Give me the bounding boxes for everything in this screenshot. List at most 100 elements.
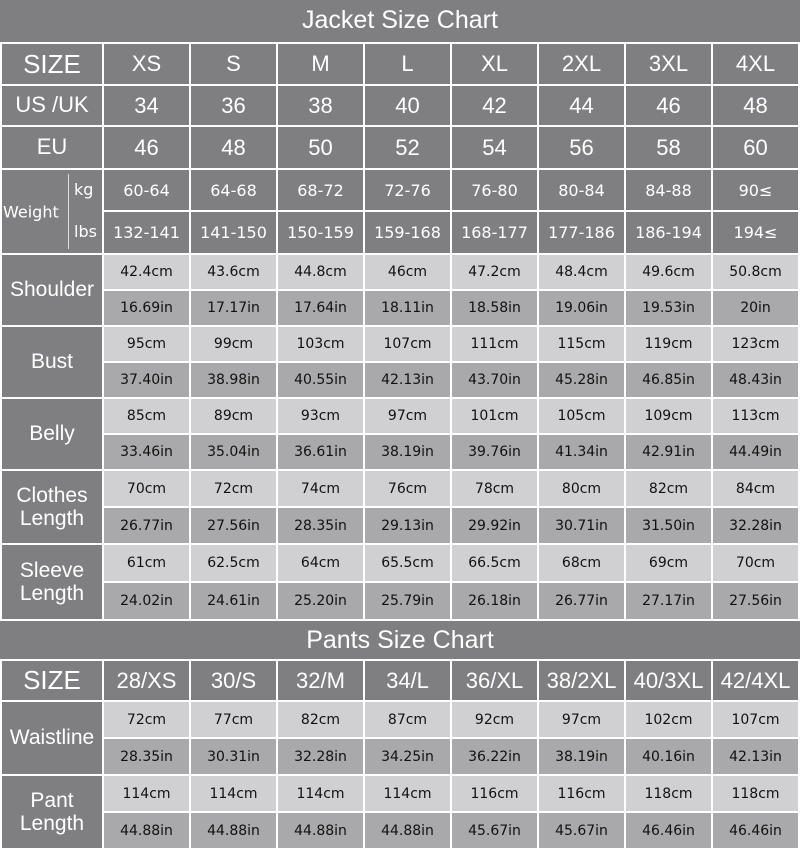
measure-label: Bust bbox=[2, 327, 102, 397]
cm-value: 114cm bbox=[191, 776, 276, 811]
size-label: SIZE bbox=[2, 661, 102, 700]
cm-value: 61cm bbox=[104, 545, 189, 581]
table-row: Pant Length 114cm 114cm 114cm 114cm 116cm 116c… bbox=[2, 776, 798, 848]
inch-value: 46.46in bbox=[713, 813, 798, 848]
cm-value: 80cm bbox=[539, 471, 624, 506]
inch-value: 26.18in bbox=[452, 583, 537, 619]
cm-value: 70cm bbox=[104, 471, 189, 506]
weight-lbs-value: 141-150 bbox=[191, 212, 276, 253]
weight-kg-value: 60-64 bbox=[104, 170, 189, 210]
eu-value: 58 bbox=[626, 127, 711, 168]
cm-value: 72cm bbox=[191, 471, 276, 506]
eu-value: 52 bbox=[365, 127, 450, 168]
weight-lbs-value: 186-194 bbox=[626, 212, 711, 253]
cm-value: 78cm bbox=[452, 471, 537, 506]
cm-value: 97cm bbox=[539, 702, 624, 737]
table-row: Waistline 72cm 77cm 82cm 87cm 92cm 97cm 102cm 10… bbox=[2, 702, 798, 774]
size-header: 38/2XL bbox=[539, 661, 624, 700]
inch-value: 32.28in bbox=[713, 508, 798, 543]
cm-value: 72cm bbox=[104, 702, 189, 737]
cm-value: 99cm bbox=[191, 327, 276, 361]
cm-value: 123cm bbox=[713, 327, 798, 361]
inch-value: 24.61in bbox=[191, 583, 276, 619]
cm-value: 105cm bbox=[539, 399, 624, 433]
table-row: SIZE 28/XS 30/S 32/M 34/L 36/XL 38/2XL 40/3XL 42… bbox=[2, 661, 798, 700]
cm-value: 85cm bbox=[104, 399, 189, 433]
inch-value: 38.19in bbox=[365, 435, 450, 469]
size-header: 2XL bbox=[539, 44, 624, 84]
size-header: 34/L bbox=[365, 661, 450, 700]
inch-value: 35.04in bbox=[191, 435, 276, 469]
cm-value: 43.6cm bbox=[191, 255, 276, 289]
cm-value: 82cm bbox=[278, 702, 363, 737]
inch-value: 19.06in bbox=[539, 291, 624, 325]
size-header: 4XL bbox=[713, 44, 798, 84]
cm-value: 101cm bbox=[452, 399, 537, 433]
inch-value: 48.43in bbox=[713, 363, 798, 397]
inch-value: 27.17in bbox=[626, 583, 711, 619]
size-header: XL bbox=[452, 44, 537, 84]
table-row: 132-141 141-150 150-159 159-168 168-177 177-1… bbox=[2, 212, 798, 253]
size-header: 3XL bbox=[626, 44, 711, 84]
size-header: S bbox=[191, 44, 276, 84]
inch-value: 33.46in bbox=[104, 435, 189, 469]
inch-value: 45.67in bbox=[452, 813, 537, 848]
measure-label: Clothes Length bbox=[2, 471, 102, 543]
inch-value: 30.71in bbox=[539, 508, 624, 543]
table-row: Weight kg lbs 60-64 64-68 68-72 72-76 76-80 80-8… bbox=[2, 170, 798, 253]
inch-value: 46.46in bbox=[626, 813, 711, 848]
inch-value: 18.58in bbox=[452, 291, 537, 325]
us-uk-value: 38 bbox=[278, 86, 363, 125]
inch-value: 37.40in bbox=[104, 363, 189, 397]
size-label: SIZE bbox=[2, 44, 102, 84]
size-header: XS bbox=[104, 44, 189, 84]
table-row: Sleeve Length 61cm 62.5cm 64cm 65.5cm 66.5cm 6… bbox=[2, 545, 798, 619]
table-row: 28.35in 30.31in 32.28in 34.25in 36.22in 38.19… bbox=[2, 739, 798, 774]
cm-value: 114cm bbox=[365, 776, 450, 811]
cm-value: 82cm bbox=[626, 471, 711, 506]
inch-value: 38.98in bbox=[191, 363, 276, 397]
table-row: Bust 95cm 99cm 103cm 107cm 111cm 115cm 119cm 123… bbox=[2, 327, 798, 397]
size-header: 30/S bbox=[191, 661, 276, 700]
inch-value: 34.25in bbox=[365, 739, 450, 774]
cm-value: 107cm bbox=[713, 702, 798, 737]
inch-value: 27.56in bbox=[713, 583, 798, 619]
inch-value: 25.79in bbox=[365, 583, 450, 619]
inch-value: 31.50in bbox=[626, 508, 711, 543]
weight-lbs-value: 168-177 bbox=[452, 212, 537, 253]
table-row: 26.77in 27.56in 28.35in 29.13in 29.92in 30.71… bbox=[2, 508, 798, 543]
inch-value: 43.70in bbox=[452, 363, 537, 397]
inch-value: 45.28in bbox=[539, 363, 624, 397]
inch-value: 24.02in bbox=[104, 583, 189, 619]
cm-value: 103cm bbox=[278, 327, 363, 361]
measure-label: Shoulder bbox=[2, 255, 102, 325]
cm-value: 102cm bbox=[626, 702, 711, 737]
kg-label: kg bbox=[74, 180, 94, 199]
eu-value: 50 bbox=[278, 127, 363, 168]
cm-value: 114cm bbox=[278, 776, 363, 811]
cm-value: 87cm bbox=[365, 702, 450, 737]
inch-value: 30.31in bbox=[191, 739, 276, 774]
inch-value: 36.22in bbox=[452, 739, 537, 774]
inch-value: 45.67in bbox=[539, 813, 624, 848]
measure-label: Sleeve Length bbox=[2, 545, 102, 619]
table-row: 16.69in 17.17in 17.64in 18.11in 18.58in 19.06… bbox=[2, 291, 798, 325]
table-row: 44.88in 44.88in 44.88in 44.88in 45.67in 45.67… bbox=[2, 813, 798, 848]
table-row: Clothes Length 70cm 72cm 74cm 76cm 78cm 80cm 82… bbox=[2, 471, 798, 543]
inch-value: 26.77in bbox=[539, 583, 624, 619]
cm-value: 47.2cm bbox=[452, 255, 537, 289]
cm-value: 84cm bbox=[713, 471, 798, 506]
inch-value: 25.20in bbox=[278, 583, 363, 619]
cm-value: 115cm bbox=[539, 327, 624, 361]
table-row: Shoulder 42.4cm 43.6cm 44.8cm 46cm 47.2cm 48.4… bbox=[2, 255, 798, 325]
cm-value: 49.6cm bbox=[626, 255, 711, 289]
pants-size-table: SIZE 28/XS 30/S 32/M 34/L 36/XL 38/2XL 40/3XL 42… bbox=[0, 659, 800, 850]
us-uk-value: 36 bbox=[191, 86, 276, 125]
inch-value: 44.88in bbox=[104, 813, 189, 848]
cm-value: 70cm bbox=[713, 545, 798, 581]
eu-value: 46 bbox=[104, 127, 189, 168]
weight-lbs-value: 132-141 bbox=[104, 212, 189, 253]
inch-value: 27.56in bbox=[191, 508, 276, 543]
weight-kg-value: 80-84 bbox=[539, 170, 624, 210]
weight-kg-value: 64-68 bbox=[191, 170, 276, 210]
